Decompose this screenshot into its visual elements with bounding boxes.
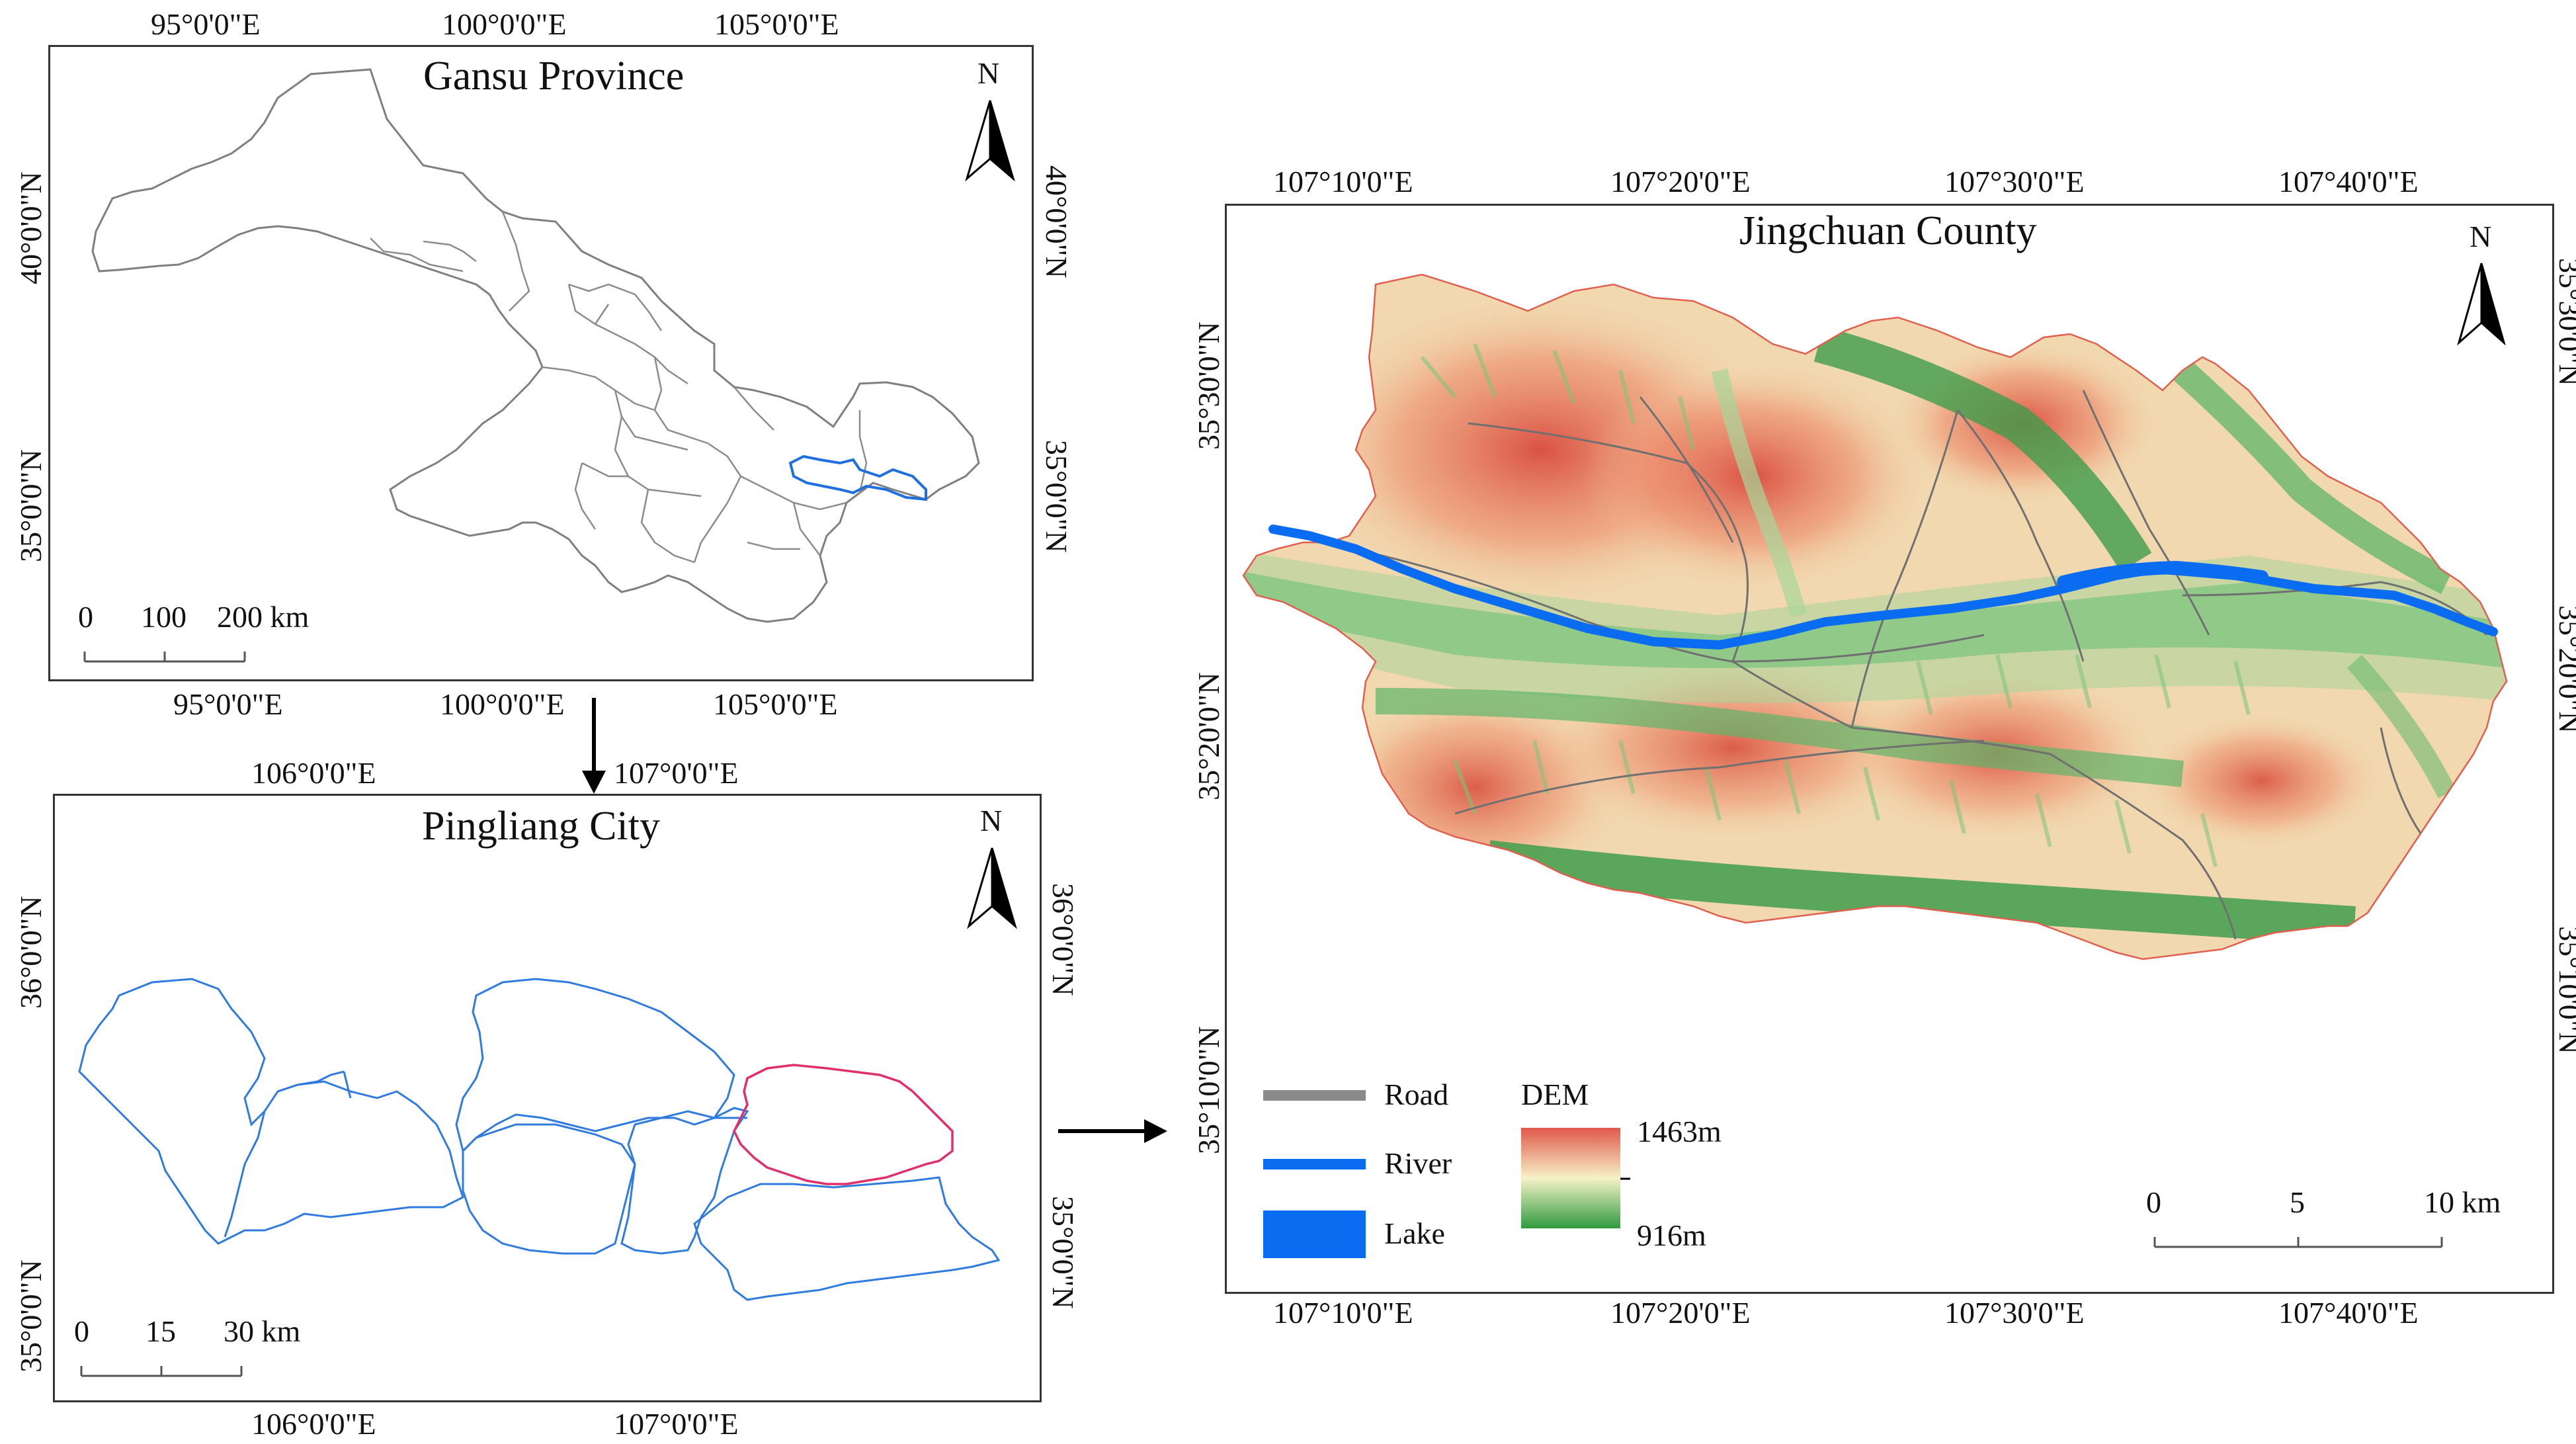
jingchuan-top-lon-2: 107°30'0"E	[1944, 165, 2085, 198]
jingchuan-bottom-lon-0: 107°10'0"E	[1273, 1296, 1413, 1330]
jingchuan-title: Jingchuan County	[1739, 208, 2037, 253]
gansu-top-lon-0: 95°0'0"E	[151, 7, 261, 41]
pingliang-scale-0: 0	[74, 1314, 89, 1348]
pingliang-north-label: N	[980, 804, 1003, 837]
legend-lake-symbol	[1263, 1210, 1366, 1258]
jingchuan-top-lon-0: 107°10'0"E	[1273, 165, 1413, 198]
jingchuan-top-lon-1: 107°20'0"E	[1610, 165, 1751, 198]
pingliang-bottom-lon-1: 107°0'0"E	[614, 1407, 739, 1441]
gansu-north-label: N	[977, 56, 1000, 90]
jingchuan-scale-2: 10 km	[2424, 1185, 2501, 1219]
legend-river-label: River	[1384, 1146, 1452, 1180]
legend-river-symbol	[1263, 1159, 1366, 1169]
gansu-bottom-lon-0: 95°0'0"E	[173, 687, 283, 721]
pingliang-jingchuan-highlight	[733, 1064, 954, 1185]
jingchuan-river	[1268, 525, 2498, 650]
gansu-scale-bar	[83, 652, 246, 663]
legend-dem-ramp	[1521, 1128, 1620, 1228]
gansu-scale-1: 100	[141, 600, 187, 634]
pingliang-top-lon-0: 106°0'0"E	[251, 756, 376, 790]
legend-dem-max: 1463m	[1637, 1115, 1722, 1148]
pingliang-title: Pingliang City	[422, 804, 660, 849]
gansu-top-lon-2: 105°0'0"E	[714, 7, 839, 41]
jingchuan-scale-0: 0	[2146, 1185, 2161, 1219]
legend-road-symbol	[1263, 1090, 1366, 1101]
pingliang-scale-bar	[80, 1366, 243, 1377]
gansu-top-lon-1: 100°0'0"E	[442, 7, 567, 41]
jingchuan-bottom-lon-3: 107°40'0"E	[2278, 1296, 2419, 1330]
jingchuan-north-arrow	[2457, 263, 2506, 346]
jingchuan-dem-raster	[1243, 275, 2507, 959]
jingchuan-bottom-lon-2: 107°30'0"E	[1944, 1296, 2085, 1330]
jingchuan-top-lon-3: 107°40'0"E	[2278, 165, 2419, 198]
pingliang-scale-1: 15	[145, 1314, 176, 1348]
gansu-pingliang-highlight	[788, 454, 927, 501]
gansu-bottom-lon-2: 105°0'0"E	[713, 687, 838, 721]
gansu-scale-0: 0	[78, 600, 93, 634]
pingliang-scale-2: 30 km	[224, 1314, 301, 1348]
gansu-province-outline	[91, 68, 980, 623]
jingchuan-north-label: N	[2470, 220, 2492, 253]
jingchuan-scale-bar	[2153, 1237, 2443, 1248]
pingliang-north-arrow	[967, 847, 1017, 929]
pingliang-bottom-lon-0: 106°0'0"E	[251, 1407, 376, 1441]
gansu-scale-2: 200 km	[217, 600, 310, 634]
jingchuan-scale-1: 5	[2290, 1185, 2305, 1219]
pingliang-map-panel	[53, 794, 1042, 1402]
legend-dem-min: 916m	[1637, 1218, 1706, 1252]
jingchuan-bottom-lon-1: 107°20'0"E	[1610, 1296, 1751, 1330]
pingliang-top-lon-1: 107°0'0"E	[614, 756, 739, 790]
gansu-prefecture-boundaries	[370, 211, 868, 564]
gansu-north-arrow	[965, 100, 1015, 182]
gansu-bottom-lon-1: 100°0'0"E	[440, 687, 565, 721]
jingchuan-roads	[1322, 390, 2488, 940]
gansu-title: Gansu Province	[423, 54, 685, 99]
legend-lake-label: Lake	[1384, 1216, 1445, 1250]
jingchuan-county-outline	[1242, 273, 2508, 960]
legend-road-label: Road	[1384, 1078, 1449, 1111]
pingliang-county-boundaries	[78, 978, 1001, 1301]
legend-dem-title: DEM	[1521, 1078, 1589, 1111]
